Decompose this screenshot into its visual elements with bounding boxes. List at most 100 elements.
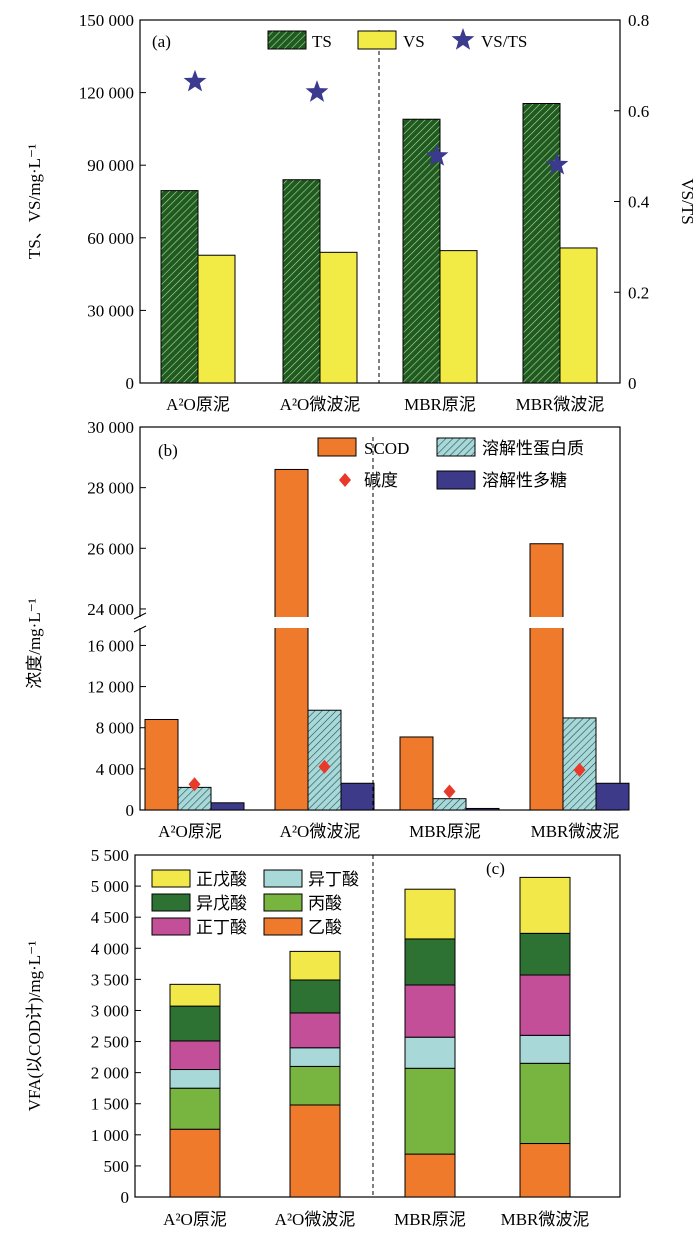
bar-vs [319,251,358,384]
y2-axis-label: VS/TS [678,178,697,224]
point-alkalinity [443,784,456,799]
bar-vs [439,250,478,384]
panel-c: 0 500 1 000 1 500 2 000 2 500 3 000 3 500 4 000 4… [25,846,621,1229]
bar-segment [404,888,456,940]
bar-break-gap [274,617,309,628]
point-vs-ts [425,144,449,166]
y-tick-label: 1 000 [91,1126,129,1145]
bar-polysaccharide [595,782,630,811]
y-tick-label: 5 000 [91,877,129,896]
axis-break-gap [137,617,143,628]
legend-swatch [151,893,191,912]
point-alkalinity [318,759,331,774]
x-tick-label: MBR原泥 [409,822,481,841]
bar-segment [289,950,341,981]
bar-segment [289,1047,341,1067]
legend-swatch-vs [357,30,397,50]
y-tick-label: 0 [126,801,135,820]
y2-tick-label: 0.4 [628,193,650,212]
bar-protein [432,798,467,811]
bar-ts [160,190,199,384]
y-tick-label: 0 [126,374,135,393]
point-vs-ts [305,80,329,102]
y-tick-label: 4 000 [96,760,134,779]
bar-polysaccharide [340,782,375,811]
x-tick-label: A²O微波泥 [275,1210,356,1229]
point-alkalinity [188,777,201,792]
legend-marker-vs-ts [451,28,475,50]
y-tick-label: 3 500 [91,970,129,989]
legend-label-alkalinity: 碱度 [364,471,398,490]
legend-label-vs-ts: VS/TS [481,32,527,51]
bar-segment [289,1104,341,1198]
y-tick-label: 26 000 [87,539,134,558]
y-tick-label: 30 000 [87,418,134,437]
x-tick-label: A²O微波泥 [280,822,361,841]
panel-label: (b) [158,441,178,460]
x-tick-label: MBR微波泥 [501,1210,590,1229]
y-tick-label: 2 500 [91,1033,129,1052]
bar-segment [404,984,456,1038]
point-alkalinity [573,762,586,777]
bar-segment [169,1069,221,1089]
y-tick-label: 12 000 [87,678,134,697]
bar-segment [519,974,571,1036]
bar-segment [289,979,341,1014]
bar-segment [169,1087,221,1130]
legend-swatch-polysaccharide [436,470,476,490]
y-tick-label: 16 000 [87,636,134,655]
legend-label: 正丁酸 [196,918,247,937]
y-tick-label: 4 500 [91,908,129,927]
legend-marker-alkalinity [339,473,351,487]
bar-scod [529,543,564,811]
legend-label-scod: SCOD [364,439,409,458]
y2-tick-label: 0.6 [628,102,649,121]
y-tick-label: 60 000 [87,229,134,248]
bar-vs [197,254,236,384]
panel-a: 0 30 000 60 000 90 000 120 000 150 000 0 0.2 0.4… [25,11,697,414]
y-tick-label: 2 000 [91,1064,129,1083]
legend-swatch-scod [317,437,357,457]
y-tick-label: 4 000 [91,939,129,958]
bar-segment [404,1036,456,1069]
legend-label: 正戊酸 [196,870,247,889]
y2-tick-label: 0.2 [628,283,649,302]
bar-segment [169,1040,221,1071]
y-tick-label: 1 500 [91,1095,129,1114]
x-tick-label: A²O原泥 [163,1210,227,1229]
legend-label: 异丁酸 [308,870,359,889]
x-tick-label: A²O原泥 [166,395,230,414]
y-tick-label: 3 000 [91,1001,129,1020]
legend-label-vs: VS [403,32,425,51]
bar-scod [399,736,434,811]
bar-segment [404,1153,456,1198]
legend-swatch [263,869,303,888]
y-axis-label: 浓度/mg·L⁻¹ [25,598,44,689]
x-tick-label: A²O微波泥 [280,395,361,414]
legend-swatch-protein [436,437,476,457]
bar-segment [404,938,456,986]
bar-break-gap [529,617,564,628]
y-tick-label: 30 000 [87,301,134,320]
x-tick-label: MBR原泥 [394,1210,466,1229]
bar-segment [519,876,571,934]
y-tick-label: 90 000 [87,156,134,175]
legend-label: 丙酸 [308,894,342,913]
legend-swatch [151,917,191,936]
bar-segment [404,1067,456,1155]
y-tick-label: 28 000 [87,479,134,498]
bar-segment [289,1012,341,1049]
y-axis-label: TS、VS/mg·L⁻¹ [25,144,44,259]
bar-ts [522,102,561,384]
axis-break-mark [133,625,147,633]
y-tick-label: 120 000 [79,84,134,103]
bar-segment [289,1065,341,1106]
plot-frame [134,854,621,1198]
x-tick-label: MBR微波泥 [531,822,620,841]
panel-label: (c) [486,859,505,878]
y-tick-label: 8 000 [96,719,134,738]
x-tick-label: MBR原泥 [404,395,476,414]
legend-label-ts: TS [312,32,332,51]
legend-swatch [151,869,191,888]
